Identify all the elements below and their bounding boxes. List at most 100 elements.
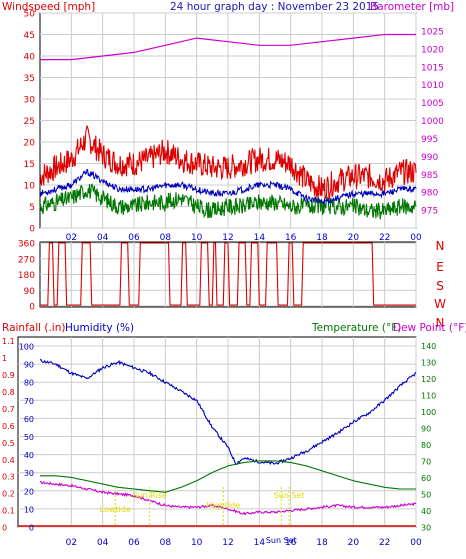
annotation-label: Sun Set	[266, 536, 297, 545]
temp-time-ticks: 02 04 06 08 10 12 14 16 18 20 22 00	[66, 538, 422, 548]
rainfall-tick-label: 0	[2, 524, 7, 533]
time-tick-label: 04	[97, 233, 109, 243]
baro-tick-label: 1025	[421, 27, 444, 37]
compass-label: N	[436, 316, 445, 330]
wind-tick-label: 0	[29, 225, 35, 235]
humidity-tick-label: 70	[24, 397, 34, 406]
humidity-tick-label: 10	[24, 505, 34, 514]
direction-tick-label: 180	[18, 271, 35, 281]
humidity-tick-label: 20	[24, 487, 34, 496]
rainfall-axis-title: Rainfall (.in)	[2, 322, 65, 334]
wind-tick-label: 5	[29, 203, 35, 213]
direction-series	[40, 242, 416, 306]
rainfall-tick-label: 0.8	[2, 388, 15, 397]
humidity-ticks: 0 10 20 30 40 50 60 70 80 90 100	[19, 343, 34, 533]
dewpoint-axis-title: Dew Point (°F)	[393, 322, 466, 334]
time-tick-label: 00	[410, 233, 422, 243]
time-tick-label: 04	[97, 538, 109, 548]
rainfall-tick-label: 0.7	[2, 405, 15, 414]
humidity-tick-label: 40	[24, 451, 34, 460]
rainfall-tick-label: 1	[2, 354, 7, 363]
baro-tick-label: 990	[421, 153, 438, 163]
chart-title: 24 hour graph day : November 23 2015	[170, 1, 379, 13]
rainfall-tick-label: 0.9	[2, 371, 15, 380]
humidity-tick-label: 90	[24, 361, 34, 370]
baro-tick-label: 1010	[421, 81, 444, 91]
time-tick-label: 22	[379, 233, 390, 243]
time-tick-label: 20	[348, 538, 360, 548]
time-tick-label: 10	[191, 538, 203, 548]
time-tick-label: 10	[191, 233, 203, 243]
humidity-tick-label: 0	[29, 524, 34, 533]
rainfall-tick-label: 0.2	[2, 490, 15, 499]
series-wind-average	[39, 168, 417, 206]
baro-tick-label: 1005	[421, 99, 444, 109]
direction-tick-label: 270	[18, 255, 35, 265]
rainfall-tick-label: 1.1	[2, 337, 15, 346]
wind-left-ticks: 0 5 10 15 20 25 30 35 40 45 50	[24, 10, 36, 235]
time-tick-label: 02	[66, 233, 77, 243]
time-tick-label: 20	[348, 233, 360, 243]
time-tick-label: 12	[222, 538, 233, 548]
time-tick-label: 06	[128, 233, 140, 243]
direction-tick-label: 360	[18, 240, 35, 250]
baro-tick-label: 980	[421, 189, 438, 199]
rainfall-tick-label: 0.3	[2, 473, 15, 482]
baro-right-ticks: 975 980 985 990 995 1000 1005 1010 1015 1020 1025	[421, 27, 444, 216]
wind-series	[39, 33, 417, 220]
wind-tick-label: 20	[24, 139, 36, 149]
temperature-tick-label: 140	[421, 342, 436, 351]
temp-series	[18, 358, 417, 527]
wind-tick-label: 35	[24, 74, 35, 84]
annotation-label: Sun Set	[274, 491, 305, 500]
series-wind-low	[39, 183, 417, 220]
temperature-tick-label: 30	[421, 524, 431, 533]
series-wind-direction	[40, 242, 416, 306]
rainfall-tick-label: 0.1	[2, 507, 15, 516]
wind-tick-label: 30	[24, 96, 36, 106]
temperature-axis-title: Temperature (°F)	[311, 322, 401, 334]
series-humidity	[39, 358, 417, 466]
temperature-tick-label: 60	[421, 474, 431, 483]
time-tick-label: 16	[285, 233, 297, 243]
time-tick-label: 14	[254, 233, 266, 243]
temperature-tick-label: 110	[421, 391, 436, 400]
time-tick-label: 22	[379, 538, 390, 548]
humidity-tick-label: 50	[24, 433, 34, 442]
temperature-tick-label: 50	[421, 490, 431, 499]
wind-tick-label: 50	[24, 10, 36, 20]
humidity-tick-label: 60	[24, 415, 34, 424]
compass-label: S	[436, 279, 444, 293]
temperature-tick-label: 80	[421, 441, 431, 450]
annotation-label: Hightide	[206, 501, 240, 510]
baro-tick-label: 1015	[421, 63, 444, 73]
series-temperature	[40, 460, 416, 493]
baro-tick-label: 985	[421, 171, 438, 181]
annotation-label: Sun Rise	[132, 491, 167, 500]
wind-tick-label: 10	[24, 182, 36, 192]
rainfall-tick-label: 0.4	[2, 456, 15, 465]
time-tick-label: 16	[285, 538, 297, 548]
windspeed-axis-title: Windspeed [mph]	[2, 1, 95, 13]
temperature-tick-label: 70	[421, 457, 431, 466]
humidity-axis-title: Humidity (%)	[65, 322, 134, 334]
time-tick-label: 00	[410, 538, 422, 548]
compass-label: W	[434, 297, 446, 311]
series-dew-point	[40, 480, 417, 516]
time-tick-label: 06	[128, 538, 140, 548]
baro-tick-label: 1000	[421, 117, 444, 127]
time-tick-label: 18	[316, 538, 328, 548]
wind-tick-label: 45	[24, 31, 35, 41]
temperature-tick-label: 130	[421, 358, 436, 367]
time-tick-label: 18	[316, 233, 328, 243]
baro-tick-label: 1020	[421, 45, 444, 55]
wind-tick-label: 25	[24, 117, 35, 127]
temperature-tick-label: 90	[421, 424, 431, 433]
temperature-tick-label: 100	[421, 408, 436, 417]
series-wind-gust	[39, 125, 417, 201]
time-tick-label: 14	[254, 538, 266, 548]
